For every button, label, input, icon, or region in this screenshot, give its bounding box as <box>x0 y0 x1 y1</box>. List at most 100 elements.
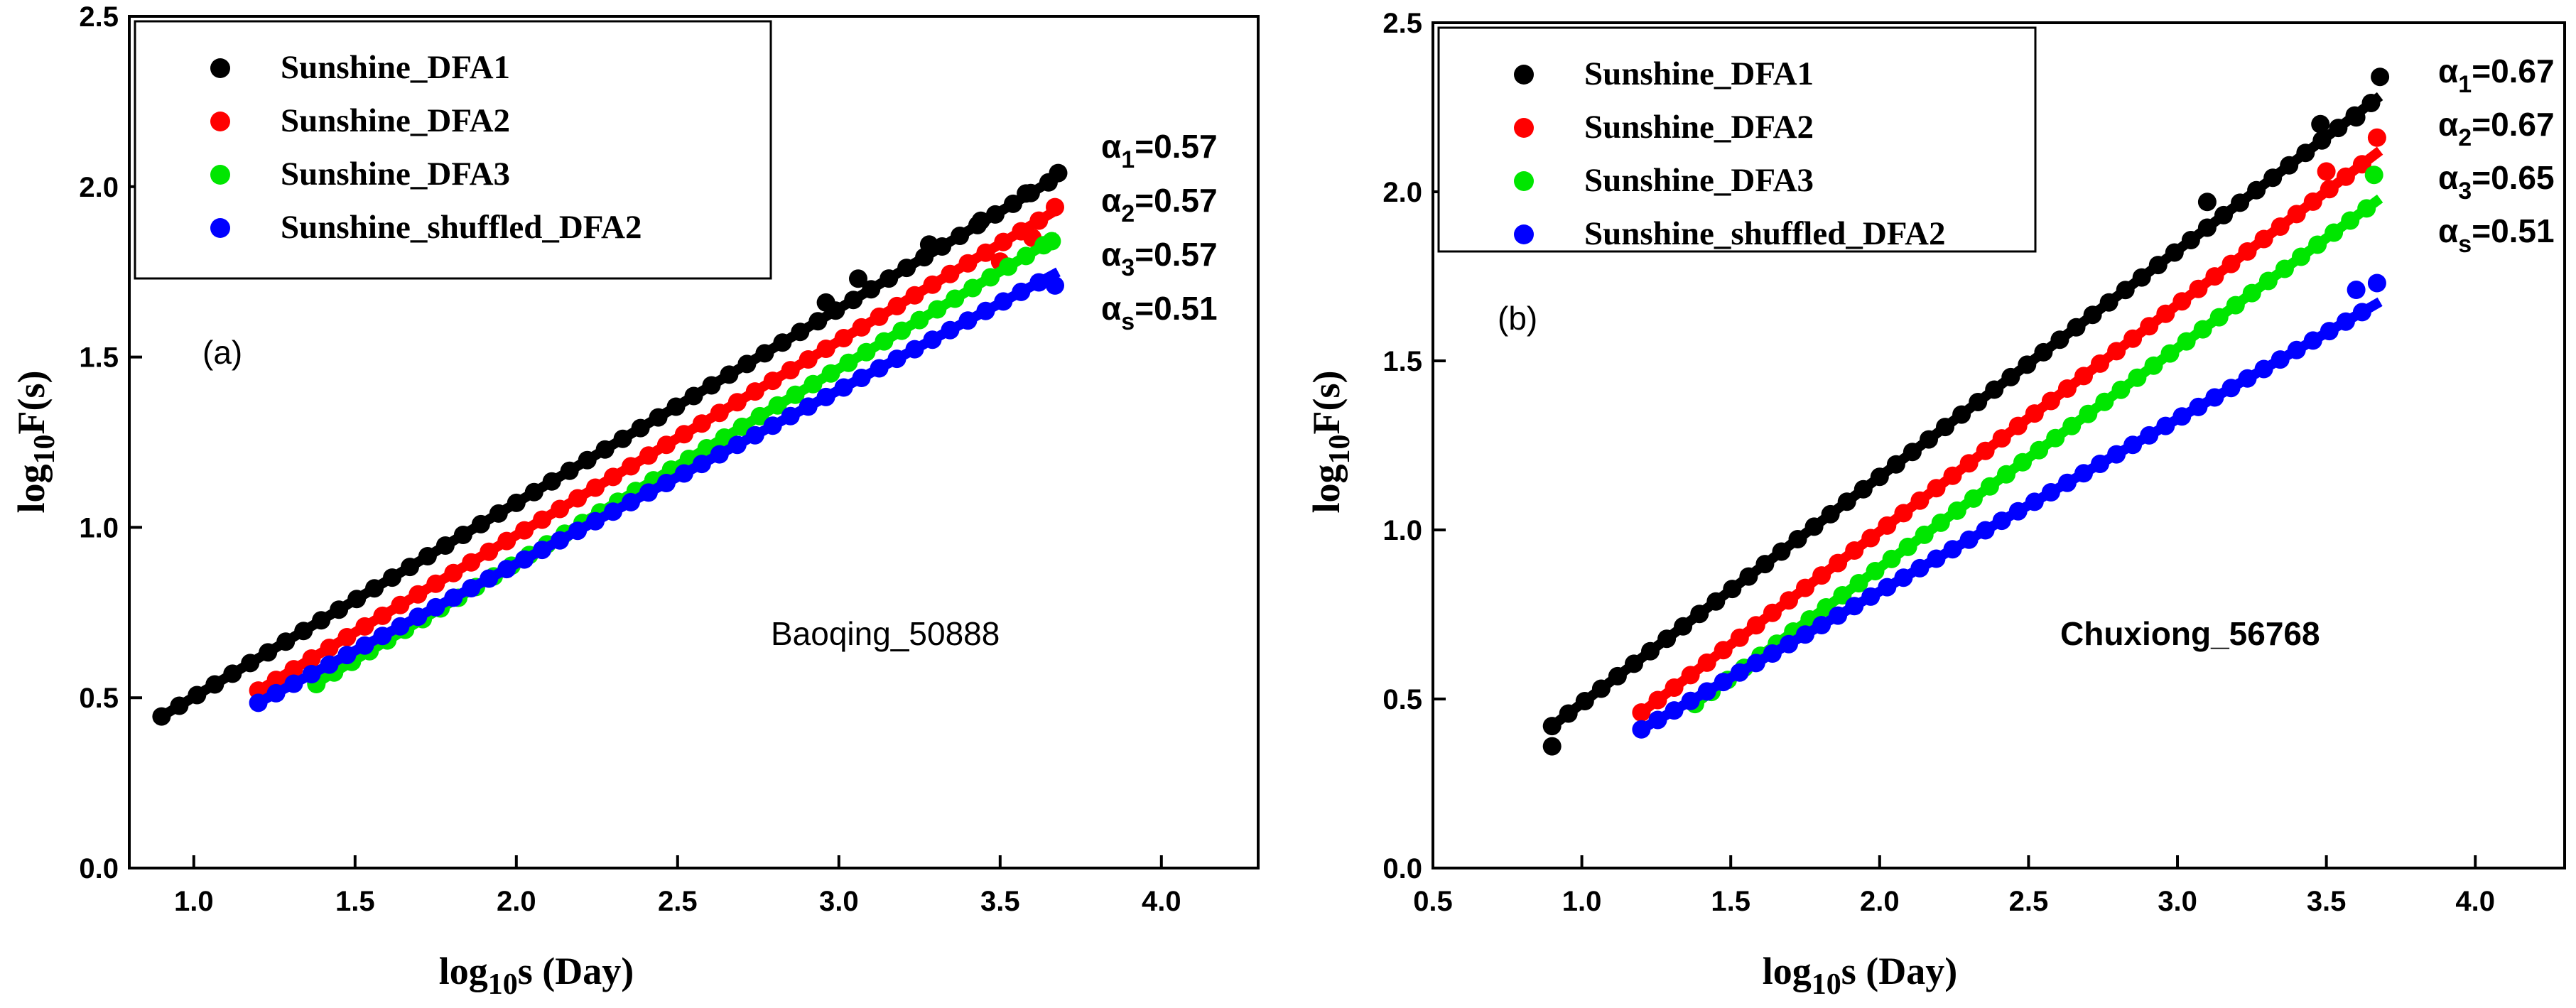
data-point <box>816 293 835 312</box>
legend-marker <box>1514 171 1534 191</box>
legend-marker <box>1514 224 1534 244</box>
alpha-value: =0.65 <box>2472 159 2554 196</box>
alpha-subscript: s <box>1121 308 1135 335</box>
legend-item: Sunshine_shuffled_DFA2 <box>1514 215 1945 252</box>
data-point <box>2371 67 2390 87</box>
x-axis-label: log10s (Day) <box>1763 950 1958 1001</box>
alpha-annotation: αs=0.51 <box>1101 290 1218 335</box>
x-axis-label-sub: 10 <box>1812 968 1841 1001</box>
fit-line <box>158 172 1061 721</box>
series-Sunshine_shuffled_DFA2 <box>1632 273 2386 739</box>
panel-label: (a) <box>202 334 242 371</box>
y-axis-label-main: log <box>10 464 53 513</box>
legend-label: Sunshine_DFA3 <box>1584 162 1814 199</box>
legend-marker <box>210 165 230 185</box>
legend-label: Sunshine_DFA3 <box>281 156 510 193</box>
series-Sunshine_DFA1 <box>152 163 1068 726</box>
data-point <box>2347 281 2366 299</box>
alpha-value: =0.51 <box>2472 212 2554 249</box>
panel-label: (b) <box>1498 300 1537 337</box>
legend-marker <box>1514 118 1534 138</box>
x-tick-label: 1.0 <box>174 886 214 917</box>
legend-marker <box>1514 65 1534 85</box>
fit-line <box>1692 194 2383 708</box>
y-axis-label-main: log <box>1305 464 1348 513</box>
legend-marker <box>210 112 230 131</box>
x-axis-label: log10s (Day) <box>439 950 634 1001</box>
data-point <box>2311 114 2330 134</box>
x-tick-label: 2.0 <box>497 886 536 917</box>
x-tick-label: 3.0 <box>2158 886 2197 917</box>
chart-panel-a: 1.0 1.5 2.0 2.5 3.0 3.5 4.00.00.51.01.52.02.5 … <box>10 1 1260 1001</box>
x-tick-label: 4.0 <box>2455 886 2495 917</box>
fit-line <box>1549 92 2383 730</box>
y-tick-label: 0.5 <box>1382 684 1422 715</box>
alpha-subscript: s <box>2458 231 2472 258</box>
x-tick-label: 3.5 <box>2307 886 2347 917</box>
x-tick-label: 1.5 <box>1711 886 1750 917</box>
legend-item: Sunshine_DFA2 <box>1514 109 1814 146</box>
x-axis-label-sub: 10 <box>488 968 518 1001</box>
axis-ticks: 1.0 1.5 2.0 2.5 3.0 3.5 4.0 0.0 0.5 1.0 1.5 2.0 2.5 <box>79 1 1181 917</box>
y-axis-label: log10F(s) <box>1305 371 1356 514</box>
alpha-symbol: α <box>1101 290 1121 327</box>
legend-item: Sunshine_DFA3 <box>1514 162 1814 199</box>
data-marks <box>1542 67 2390 756</box>
y-tick-label: 0.0 <box>1382 853 1422 884</box>
x-axis-label-rest: s (Day) <box>1841 950 1957 992</box>
alpha-symbol: α <box>2438 106 2458 143</box>
x-tick-label: 1.0 <box>1562 886 1602 917</box>
data-point <box>849 269 867 288</box>
station-label: Baoqing_50888 <box>771 615 1000 652</box>
x-tick-label: 4.0 <box>1142 886 1181 917</box>
legend: Sunshine_DFA1 Sunshine_DFA2 Sunshine_DFA3 S… <box>134 20 772 280</box>
alpha-value: =0.51 <box>1135 290 1217 327</box>
series-Sunshine_DFA2 <box>249 197 1064 700</box>
y-tick-label: 0.0 <box>79 853 119 884</box>
fit-line <box>256 267 1061 708</box>
y-tick-label: 1.5 <box>1382 346 1422 377</box>
legend-marker <box>210 218 230 238</box>
x-axis-label-main: log <box>1763 950 1812 992</box>
x-tick-label: 0.5 <box>1413 886 1453 917</box>
series-Sunshine_DFA1 <box>1542 67 2390 756</box>
alpha-symbol: α <box>1101 182 1121 219</box>
alpha-subscript: 2 <box>2458 124 2472 151</box>
y-tick-label: 0.5 <box>79 683 119 714</box>
alpha-symbol: α <box>2438 212 2458 249</box>
plot-frame <box>128 15 1260 869</box>
y-tick-label: 1.0 <box>1382 515 1422 546</box>
alpha-annotation: α2=0.67 <box>2438 106 2555 151</box>
legend-label: Sunshine_DFA1 <box>1584 55 1814 92</box>
legend: Sunshine_DFA1 Sunshine_DFA2 Sunshine_DFA3 S… <box>1437 26 2037 253</box>
fit-line <box>1638 146 2383 717</box>
legend-item: Sunshine_DFA1 <box>210 49 510 86</box>
series-Sunshine_DFA2 <box>1632 128 2386 722</box>
y-tick-label: 2.0 <box>1382 177 1422 208</box>
station-label: Chuxiong_56768 <box>2060 615 2320 652</box>
data-marks <box>152 163 1068 726</box>
legend-item: Sunshine_DFA2 <box>210 102 510 139</box>
data-point <box>2364 166 2383 185</box>
alpha-symbol: α <box>2438 53 2458 90</box>
alpha-symbol: α <box>1101 236 1121 273</box>
y-axis-label-rest: F(s) <box>1305 371 1348 435</box>
y-axis-label-rest: F(s) <box>10 371 53 435</box>
legend-box <box>1437 26 2037 253</box>
alpha-value: =0.57 <box>1135 128 1217 165</box>
alpha-annotation: αs=0.51 <box>2438 212 2555 258</box>
fit-line <box>1638 297 2383 734</box>
legend-label: Sunshine_DFA2 <box>1584 109 1814 146</box>
y-axis-label: log10F(s) <box>10 371 61 514</box>
series-Sunshine_shuffled_DFA2 <box>249 267 1064 712</box>
data-point <box>2367 128 2386 147</box>
legend-item: Sunshine_shuffled_DFA2 <box>210 209 642 246</box>
legend-label: Sunshine_shuffled_DFA2 <box>1584 215 1945 252</box>
chart-panel-b: 0.5 1.0 1.5 2.0 2.5 3.0 3.5 4.00.00.51.01.52.02… <box>1305 8 2566 1001</box>
alpha-subscript: 1 <box>1121 146 1135 173</box>
alpha-annotation: α3=0.57 <box>1101 236 1218 281</box>
y-tick-label: 2.0 <box>79 172 119 203</box>
